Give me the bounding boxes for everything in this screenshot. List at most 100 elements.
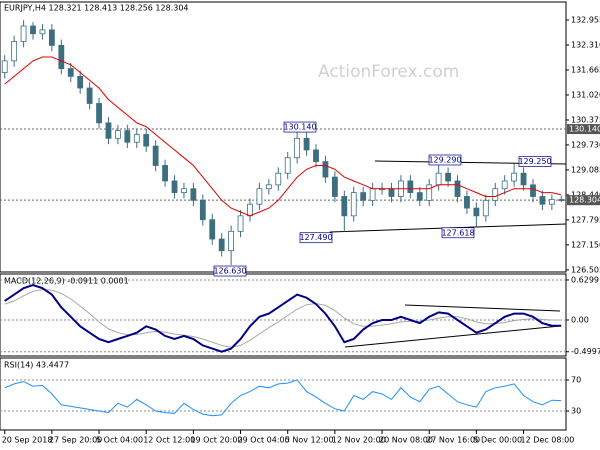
annotation-box [518,156,552,167]
candle-body [445,172,451,182]
candle-body [162,165,168,182]
x-tick-label: 5 Oct 04:00 [96,436,143,445]
annotation-label: 127.490 [299,233,332,242]
candle-body [124,130,131,143]
candle-body [275,172,282,186]
candle-body [181,188,187,193]
trend-line [344,325,561,348]
x-tick-label: 27 Sep 20:00 [49,436,102,445]
y-tick-label: 0.6299 [571,275,599,284]
annotation-box [283,121,317,133]
candle-body [143,134,150,147]
candle-body [190,188,197,201]
x-tick-label: 29 Oct 04:00 [238,436,290,445]
candle-body [492,188,499,201]
annotation-label: 129.250 [518,157,551,166]
x-tick-label: 20 Nov 08:00 [379,436,433,445]
macd-title: MACD(12,26,9) -0.0911 0.0001 [4,277,129,286]
candle-body [294,137,301,159]
candle-body [265,184,272,190]
candle-body [454,180,461,197]
candle-body [350,192,357,217]
level-label: 128.304 [569,196,600,205]
candle-body [199,199,206,221]
rsi-title: RSI(14) 43.4477 [4,361,69,370]
annotation-label: 126.630 [213,267,246,276]
y-tick-label: 132.310 [571,40,600,49]
x-tick-label: 5 Nov 12:00 [285,436,334,445]
candle-body [530,184,536,197]
level-box [567,124,600,135]
candle-body [369,188,376,201]
candle-body [30,25,36,35]
candle-body [473,207,480,217]
rsi-panel [0,357,567,431]
candle-body [237,215,244,232]
candle-body [303,137,310,151]
candle-body [416,192,423,201]
indicator-line [4,288,562,348]
candle-body [284,157,291,174]
candle-body [11,41,18,62]
y-tick-label: -0.4997 [571,347,600,356]
candle-body [39,29,46,35]
candle-body [133,134,140,143]
candle-body [228,230,235,252]
chart-title: EURJPY,H4 128.321 128.413 128.256 128.30… [4,4,189,13]
candle-body [539,196,546,205]
candle-body [96,103,102,124]
candle-body [152,145,159,166]
candle-body [48,29,55,46]
candle-body [256,188,263,205]
candle-body [67,68,74,77]
annotation-label: 129.290 [428,155,461,164]
annotation-label: 127.618 [441,228,474,237]
candle-body [464,196,470,209]
y-tick-label: 127.795 [571,215,600,224]
candle-body [331,176,338,197]
candle-body [482,199,489,217]
candle-body [520,172,527,186]
y-tick-label: 132.955 [571,16,600,25]
x-tick-label: 12 Oct 12:00 [143,436,195,445]
y-tick-label: 131.665 [571,65,600,74]
y-tick-label: 129.730 [571,140,600,149]
candle-body [388,188,395,197]
x-tick-label: 12 Nov 20:00 [332,436,386,445]
annotation-box [213,265,247,277]
candle-body [115,130,121,139]
y-tick-label: 131.020 [571,90,600,99]
candle-body [247,203,253,217]
indicator-line [4,379,562,417]
candle-body [511,172,518,182]
moving-average [4,56,562,217]
x-tick-label: 20 Sep 2018 [2,436,53,445]
watermark: ActionForex.com [318,62,459,82]
price-panel [0,1,567,273]
indicator-line [4,284,562,353]
annotation-box [428,154,462,166]
candle-body [171,180,178,193]
level-box [567,195,600,206]
x-tick-label: 19 Oct 20:00 [190,436,242,445]
candle-body [20,25,27,42]
y-tick-label: 127.150 [571,240,600,249]
y-tick-label: 70 [571,376,581,385]
candle-body [407,180,414,193]
y-tick-label: 30 [571,407,581,416]
candle-body [105,122,112,139]
candle-body [86,87,93,104]
annotation-box [299,232,333,244]
candle-body [558,199,565,201]
candle-body [77,75,84,89]
candle-body [426,184,433,201]
y-tick-label: 130.375 [571,115,600,124]
x-tick-label: 12 Dec 08:00 [521,436,575,445]
candle-body [435,172,442,186]
trend-line [404,304,561,312]
candle-body [218,238,225,252]
annotation-label: 130.140 [283,123,316,132]
candle-body [341,196,348,217]
x-tick-label: 27 Nov 16:00 [426,436,480,445]
